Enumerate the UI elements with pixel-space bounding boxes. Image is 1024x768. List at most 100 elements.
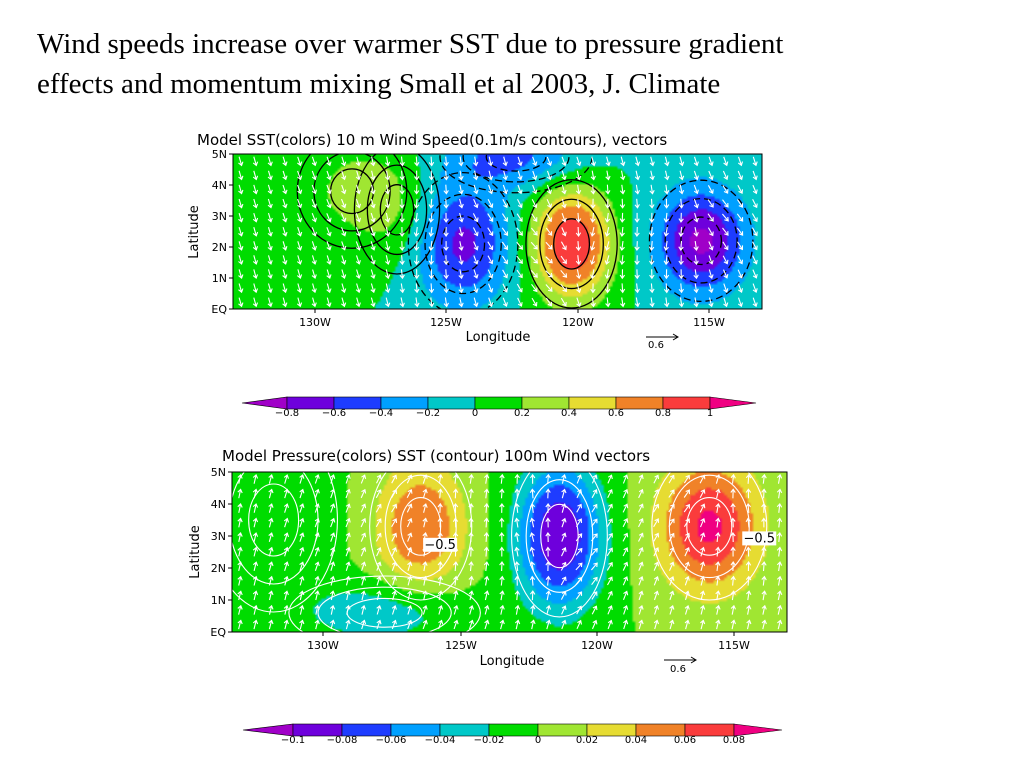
wind-vector xyxy=(591,533,598,542)
wind-vector xyxy=(458,241,464,251)
wind-vector xyxy=(634,297,641,308)
wind-vector xyxy=(638,604,644,615)
wind-vector xyxy=(715,517,721,528)
contour-line xyxy=(511,472,608,618)
colorbar-tick-label: 0 xyxy=(472,408,478,419)
wind-vector xyxy=(360,575,367,586)
wind-vector xyxy=(252,517,259,528)
wind-vector xyxy=(437,517,443,528)
wind-vector xyxy=(530,227,538,236)
colorbar-tick-label: 0 xyxy=(535,735,541,746)
wind-vector xyxy=(761,561,767,572)
wind-vector xyxy=(590,184,596,195)
wind-vector xyxy=(607,576,613,586)
wind-vector xyxy=(376,619,382,630)
contour-line xyxy=(680,216,723,266)
contour-label: −0.5 xyxy=(424,538,456,553)
wind-vector xyxy=(422,474,428,484)
wind-vector xyxy=(708,156,714,167)
wind-vector xyxy=(623,619,629,630)
wind-vector xyxy=(620,297,626,308)
wind-vector xyxy=(314,604,320,615)
panel-2-plot-area: −0.5 −0.5 EQ 1N 2N 3N 4N 5N 130W 125W 120W 115W 0.6 xyxy=(210,466,788,675)
wind-vector xyxy=(684,575,690,586)
wind-vector xyxy=(458,269,464,280)
wind-vector xyxy=(664,156,670,167)
wind-vector xyxy=(345,604,351,615)
wind-vector xyxy=(730,546,736,557)
wind-vector xyxy=(252,255,259,265)
wind-vector xyxy=(443,283,449,294)
wind-vector xyxy=(428,297,435,308)
wind-vector xyxy=(560,283,567,293)
wind-vector xyxy=(437,604,444,615)
wind-vector xyxy=(561,488,567,499)
wind-vector xyxy=(296,255,303,265)
wind-vector xyxy=(237,488,243,499)
wind-vector xyxy=(730,532,736,543)
wind-vector xyxy=(282,212,288,223)
wind-vector xyxy=(326,198,332,209)
wind-vector xyxy=(299,503,305,513)
wind-vector xyxy=(576,156,582,167)
wind-vector xyxy=(499,604,505,615)
wind-vector xyxy=(360,546,367,557)
wind-vector xyxy=(622,488,629,499)
wind-vector xyxy=(529,502,536,513)
colorbar-tick-label: 0.04 xyxy=(625,735,647,746)
wind-vector xyxy=(391,503,398,513)
wind-vector xyxy=(422,488,428,499)
wind-vector xyxy=(499,575,505,586)
wind-vector xyxy=(530,619,536,630)
wind-vector xyxy=(736,227,744,236)
wind-vector xyxy=(605,184,611,195)
wind-vector xyxy=(529,532,535,542)
wind-vector xyxy=(591,489,598,499)
wind-vector xyxy=(326,170,332,181)
wind-vector xyxy=(604,241,610,251)
wind-vector xyxy=(576,170,582,181)
wind-vector xyxy=(514,502,520,513)
wind-vector xyxy=(575,576,583,585)
wind-vector xyxy=(545,561,551,572)
wind-vector xyxy=(638,547,644,557)
wind-vector xyxy=(453,590,459,601)
colorbar-tick-label: −0.1 xyxy=(281,735,305,746)
wind-vector xyxy=(237,604,243,615)
contour-line xyxy=(248,483,300,557)
wind-vector xyxy=(502,269,508,279)
colorbar-tick-label: −0.08 xyxy=(327,735,358,746)
wind-vector xyxy=(777,604,783,615)
wind-vector xyxy=(501,227,509,236)
wind-vector xyxy=(341,170,347,181)
wind-vector xyxy=(693,170,699,181)
wind-vector xyxy=(330,488,336,499)
colorbar-tick-label: 0.06 xyxy=(674,735,696,746)
wind-vector xyxy=(730,517,736,528)
wind-vector xyxy=(700,619,706,630)
wind-vector xyxy=(664,170,670,181)
wind-vector xyxy=(668,561,675,571)
wind-vector xyxy=(517,297,523,307)
wind-vector xyxy=(663,184,670,195)
wind-vector xyxy=(723,297,729,308)
wind-vector xyxy=(700,575,706,586)
wind-vector xyxy=(468,517,474,528)
wind-vector xyxy=(715,561,721,572)
wind-vector xyxy=(355,283,361,294)
wind-vector xyxy=(590,170,596,181)
wind-vector xyxy=(730,502,736,513)
wind-vector xyxy=(653,619,660,630)
wind-vector xyxy=(472,213,479,223)
wind-vector xyxy=(267,283,273,294)
wind-vector xyxy=(634,255,640,266)
wind-vector xyxy=(499,517,505,528)
wind-vector xyxy=(468,532,474,543)
wind-vector xyxy=(576,503,583,513)
slide-title-line-1: Wind speeds increase over warmer SST due… xyxy=(37,28,784,60)
wind-vector xyxy=(693,184,699,195)
wind-vector xyxy=(483,517,490,528)
wind-vector xyxy=(683,474,690,484)
wind-vector xyxy=(414,269,420,280)
wind-vector xyxy=(238,255,244,265)
